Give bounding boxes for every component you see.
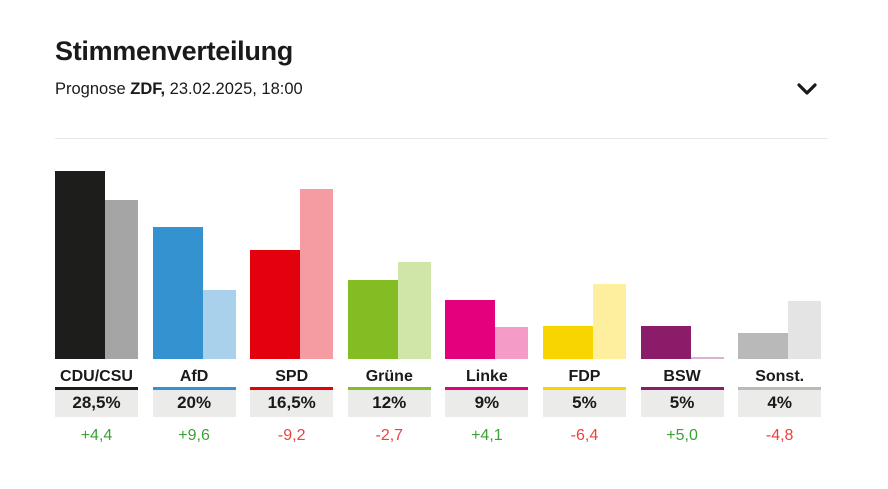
party-name-label: Linke <box>465 368 508 385</box>
party-name-label: SPD <box>275 368 309 385</box>
current-result-bar-fdp <box>542 326 593 359</box>
previous-result-bar-spd <box>300 189 334 359</box>
party-group-cdu-csu: CDU/CSU 28,5% +4,4 <box>55 169 138 445</box>
party-group-spd: SPD 16,5% -9,2 <box>250 169 334 445</box>
page-title: Stimmenverteilung <box>55 36 293 67</box>
bar-pair <box>640 169 724 359</box>
value-box: 9% <box>445 387 529 417</box>
subtitle-source: ZDF, <box>130 80 166 98</box>
party-name-label: BSW <box>663 368 701 385</box>
party-name-label: Sonst. <box>755 368 805 385</box>
party-name-label: Grüne <box>365 368 413 385</box>
change-label: -4,8 <box>765 427 794 444</box>
change-label: +4,4 <box>80 427 113 444</box>
change-label: -2,7 <box>375 427 404 444</box>
chart-subtitle: Prognose ZDF, 23.02.2025, 18:00 <box>55 80 303 99</box>
change-label: +9,6 <box>178 427 210 444</box>
party-group-gruene: Grüne 12% -2,7 <box>347 169 431 445</box>
previous-result-bar-fdp <box>592 284 626 359</box>
value-box: 5% <box>640 387 724 417</box>
previous-result-bar-sonst <box>788 301 822 359</box>
current-result-bar-linke <box>445 300 496 359</box>
change-label: -9,2 <box>277 427 306 444</box>
party-group-fdp: FDP 5% -6,4 <box>542 169 626 445</box>
previous-result-bar-gruene <box>397 262 431 359</box>
change-label: -6,4 <box>570 427 599 444</box>
current-result-bar-bsw <box>640 326 691 359</box>
current-result-bar-spd <box>250 250 301 359</box>
previous-result-bar-linke <box>495 327 529 359</box>
party-group-linke: Linke 9% +4,1 <box>445 169 529 445</box>
previous-result-bar-bsw <box>690 357 724 359</box>
bar-pair <box>542 169 626 359</box>
change-label: +4,1 <box>471 427 503 444</box>
bar-pair <box>347 169 431 359</box>
party-name-label: AfD <box>179 368 209 385</box>
bar-pair <box>445 169 529 359</box>
bar-pair <box>250 169 334 359</box>
current-result-bar-afd <box>152 227 203 359</box>
bar-pair <box>152 169 236 359</box>
value-box: 28,5% <box>55 387 138 417</box>
value-box: 16,5% <box>250 387 334 417</box>
current-result-bar-sonst <box>738 333 789 359</box>
value-box: 5% <box>542 387 626 417</box>
party-group-afd: AfD 20% +9,6 <box>152 169 236 445</box>
change-label: +5,0 <box>666 427 698 444</box>
bar-pair <box>738 169 822 359</box>
chevron-down-icon[interactable] <box>795 82 819 98</box>
value-box: 12% <box>347 387 431 417</box>
subtitle-datetime: 23.02.2025, 18:00 <box>169 80 303 98</box>
party-group-sonst: Sonst. 4% -4,8 <box>738 169 822 445</box>
current-result-bar-gruene <box>347 280 398 359</box>
previous-result-bar-cdu-csu <box>105 200 138 359</box>
party-group-bsw: BSW 5% +5,0 <box>640 169 724 445</box>
current-result-bar-cdu-csu <box>55 171 105 359</box>
value-box: 4% <box>738 387 822 417</box>
bar-pair <box>55 169 138 359</box>
subtitle-prefix: Prognose <box>55 80 126 98</box>
previous-result-bar-afd <box>202 290 236 359</box>
value-box: 20% <box>152 387 236 417</box>
party-name-label: FDP <box>568 368 601 385</box>
party-name-label: CDU/CSU <box>60 368 133 385</box>
divider <box>55 138 828 139</box>
vote-share-bar-chart: CDU/CSU 28,5% +4,4 AfD 20% +9,6 SPD 16,5% -9,2 Gr… <box>55 169 822 445</box>
